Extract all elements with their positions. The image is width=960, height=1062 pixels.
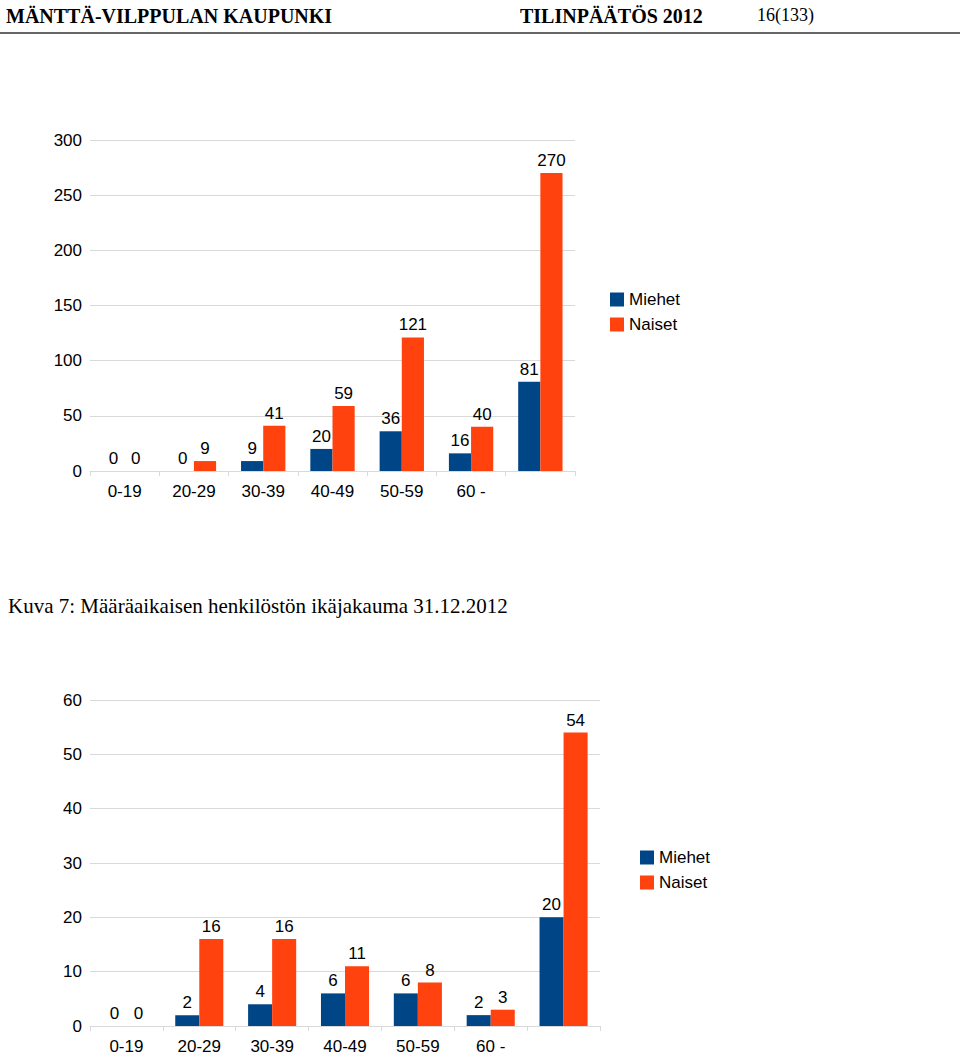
svg-text:0: 0 bbox=[73, 1017, 82, 1036]
svg-text:10: 10 bbox=[63, 962, 82, 981]
html-text:16(133): 16(133) bbox=[757, 5, 814, 25]
svg-text:30-39: 30-39 bbox=[250, 1037, 293, 1056]
svg-text:50: 50 bbox=[63, 406, 82, 425]
svg-text:2: 2 bbox=[474, 993, 483, 1012]
svg-text:Miehet: Miehet bbox=[659, 848, 710, 867]
svg-text:0-19: 0-19 bbox=[108, 482, 142, 501]
svg-text:Naiset: Naiset bbox=[629, 315, 677, 334]
svg-text:0: 0 bbox=[131, 449, 140, 468]
svg-text:50: 50 bbox=[63, 745, 82, 764]
svg-text:50-59: 50-59 bbox=[380, 482, 423, 501]
html-text:TILINPÄÄTÖS 2012: TILINPÄÄTÖS 2012 bbox=[520, 5, 703, 27]
svg-text:41: 41 bbox=[265, 404, 284, 423]
svg-text:30: 30 bbox=[63, 854, 82, 873]
svg-text:0: 0 bbox=[109, 449, 118, 468]
svg-text:9: 9 bbox=[247, 439, 256, 458]
svg-text:0: 0 bbox=[110, 1004, 119, 1023]
svg-text:9: 9 bbox=[200, 439, 209, 458]
svg-text:270: 270 bbox=[537, 151, 565, 170]
svg-text:4: 4 bbox=[255, 982, 264, 1001]
svg-text:8: 8 bbox=[425, 961, 434, 980]
svg-text:Miehet: Miehet bbox=[629, 290, 680, 309]
svg-text:2: 2 bbox=[183, 993, 192, 1012]
svg-text:60: 60 bbox=[63, 691, 82, 710]
svg-text:40: 40 bbox=[473, 405, 492, 424]
svg-text:60 -: 60 - bbox=[476, 1037, 505, 1056]
svg-text:16: 16 bbox=[275, 917, 294, 936]
svg-text:121: 121 bbox=[399, 315, 427, 334]
svg-text:Naiset: Naiset bbox=[659, 873, 707, 892]
svg-text:40: 40 bbox=[63, 799, 82, 818]
svg-text:16: 16 bbox=[202, 917, 221, 936]
svg-text:6: 6 bbox=[401, 971, 410, 990]
svg-text:50-59: 50-59 bbox=[396, 1037, 439, 1056]
svg-text:150: 150 bbox=[54, 296, 82, 315]
svg-text:20: 20 bbox=[312, 427, 331, 446]
svg-text:20: 20 bbox=[63, 908, 82, 927]
svg-text:30-39: 30-39 bbox=[241, 482, 284, 501]
svg-text:59: 59 bbox=[334, 384, 353, 403]
svg-text:60 -: 60 - bbox=[456, 482, 485, 501]
svg-text:6: 6 bbox=[328, 971, 337, 990]
html-text:Kuva 7: Määräaikaisen henkilös: Kuva 7: Määräaikaisen henkilöstön ikäjak… bbox=[8, 594, 508, 618]
html-text:MÄNTTÄ-VILPPULAN KAUPUNKI: MÄNTTÄ-VILPPULAN KAUPUNKI bbox=[6, 5, 333, 27]
svg-text:0: 0 bbox=[134, 1004, 143, 1023]
svg-text:40-49: 40-49 bbox=[311, 482, 354, 501]
svg-text:20-29: 20-29 bbox=[172, 482, 215, 501]
svg-text:3: 3 bbox=[498, 988, 507, 1007]
svg-text:54: 54 bbox=[566, 711, 585, 730]
svg-text:36: 36 bbox=[381, 409, 400, 428]
svg-text:16: 16 bbox=[451, 431, 470, 450]
svg-text:200: 200 bbox=[54, 241, 82, 260]
svg-text:100: 100 bbox=[54, 351, 82, 370]
svg-text:11: 11 bbox=[348, 944, 366, 963]
svg-text:0: 0 bbox=[178, 449, 187, 468]
svg-text:300: 300 bbox=[54, 131, 82, 150]
svg-text:250: 250 bbox=[54, 186, 82, 205]
svg-text:40-49: 40-49 bbox=[323, 1037, 366, 1056]
svg-text:81: 81 bbox=[520, 360, 539, 379]
svg-text:0: 0 bbox=[73, 462, 82, 481]
svg-text:0-19: 0-19 bbox=[109, 1037, 143, 1056]
svg-text:20: 20 bbox=[542, 895, 561, 914]
svg-text:20-29: 20-29 bbox=[178, 1037, 221, 1056]
